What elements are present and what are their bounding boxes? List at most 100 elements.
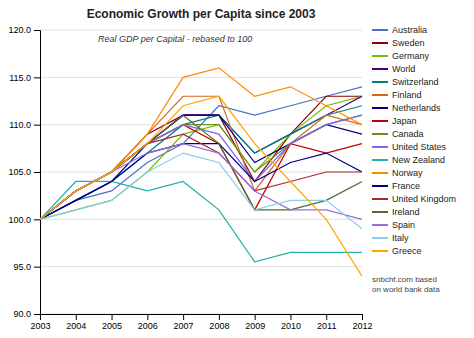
y-tick-mark (34, 30, 40, 31)
x-tick-mark (290, 314, 291, 320)
legend-entry: Australia (372, 25, 427, 35)
x-tick-label: 2005 (102, 321, 122, 331)
x-tick-label: 2011 (317, 321, 336, 331)
series-line (40, 125, 362, 220)
subtitle: Real GDP per Capital - rebased to 100 (98, 34, 252, 44)
legend-entry: New Zealand (372, 155, 445, 165)
footnote-line: on world bank data (372, 285, 440, 294)
legend-swatch (372, 172, 388, 174)
legend-label: Sweden (392, 38, 425, 48)
y-tick-mark (34, 172, 40, 173)
legend-entry: Sweden (372, 38, 425, 48)
x-tick-label: 2010 (281, 321, 301, 331)
y-tick-mark (34, 219, 40, 220)
legend-label: Norway (392, 168, 423, 178)
series-line (40, 68, 362, 219)
y-tick: 115.0 (9, 73, 40, 83)
legend-swatch (372, 29, 388, 31)
grid-line (40, 77, 362, 78)
x-tick: 2004 (66, 314, 86, 331)
plot-area: 2003200420052006200720082009201020112012… (8, 25, 372, 331)
x-tick-mark (326, 314, 327, 320)
lines (40, 68, 362, 276)
legend-swatch (372, 120, 388, 122)
y-tick-label: 115.0 (9, 73, 31, 83)
legend-swatch (372, 81, 388, 83)
legend-swatch (372, 198, 388, 200)
x-tick-label: 2008 (209, 321, 229, 331)
legend-label: Japan (392, 116, 417, 126)
y-tick-label: 105.0 (8, 167, 31, 177)
y-axis-line (34, 31, 41, 315)
legend-swatch (372, 55, 388, 57)
x-tick-label: 2004 (66, 321, 86, 331)
x-tick-mark (219, 314, 220, 320)
y-tick: 90.0 (13, 309, 40, 319)
legend-entry: Netherlands (372, 103, 441, 113)
grid-line (40, 172, 362, 173)
legend-swatch (372, 159, 388, 161)
y-tick-label: 90.0 (13, 309, 31, 319)
legend-label: United States (392, 142, 447, 152)
legend-entry: Germany (372, 51, 430, 61)
x-tick-label: 2009 (245, 321, 265, 331)
grid-line (40, 30, 362, 31)
x-tick-mark (76, 314, 77, 320)
grid-line (40, 219, 362, 220)
y-tick: 110.0 (9, 120, 40, 130)
legend-label: France (392, 181, 420, 191)
y-tick-label: 100.0 (8, 215, 31, 225)
x-tick: 2003 (30, 314, 50, 331)
legend-entry: World (372, 64, 415, 74)
legend-entry: United Kingdom (372, 194, 456, 204)
x-tick: 2010 (281, 314, 301, 331)
legend-swatch (372, 94, 388, 96)
footnote-line: snbchf.com based (372, 275, 437, 284)
legend-label: Netherlands (392, 103, 441, 113)
x-tick-label: 2003 (30, 321, 50, 331)
legend-swatch (372, 68, 388, 70)
series-line (40, 115, 362, 219)
legend-label: Canada (392, 129, 424, 139)
y-tick-label: 95.0 (13, 262, 31, 272)
legend-entry: France (372, 181, 420, 191)
x-tick-label: 2012 (352, 321, 372, 331)
y-tick-label: 120.0 (8, 25, 31, 35)
legend-swatch (372, 42, 388, 44)
legend-entry: Italy (372, 233, 409, 243)
legend-label: Greece (392, 246, 422, 256)
x-tick-mark (362, 314, 363, 320)
x-tick: 2009 (245, 314, 265, 331)
series-line (40, 144, 362, 220)
series-line (40, 96, 362, 276)
legend-label: Finland (392, 90, 422, 100)
x-tick-mark (183, 314, 184, 320)
x-tick-mark (147, 314, 148, 320)
legend-swatch (372, 250, 388, 252)
legend-label: Italy (392, 233, 409, 243)
chart: 2003200420052006200720082009201020112012… (0, 0, 474, 338)
x-tick: 2011 (317, 314, 336, 331)
y-tick: 100.0 (8, 215, 40, 225)
legend: Australia Sweden Germany World Switzerland Fi… (372, 25, 456, 256)
x-tick-mark (255, 314, 256, 320)
legend-swatch (372, 224, 388, 226)
x-tick: 2005 (102, 314, 122, 331)
legend-entry: Switzerland (372, 77, 439, 87)
y-tick: 95.0 (13, 262, 40, 272)
series-line (40, 106, 362, 220)
title: Economic Growth per Capita since 2003 (87, 7, 316, 21)
legend-entry: Japan (372, 116, 417, 126)
x-tick-mark (112, 314, 113, 320)
series-line (40, 153, 362, 229)
legend-swatch (372, 237, 388, 239)
x-axis-line (41, 315, 363, 321)
legend-entry: Greece (372, 246, 422, 256)
legend-label: Switzerland (392, 77, 439, 87)
grid (40, 30, 362, 314)
y-axis: 90.0 95.0 100.0 105.0 110.0 115.0 120.0 (8, 25, 40, 319)
y-tick-mark (34, 267, 40, 268)
x-tick: 2007 (174, 314, 194, 331)
series-line (40, 87, 362, 220)
y-tick-mark (34, 77, 40, 78)
